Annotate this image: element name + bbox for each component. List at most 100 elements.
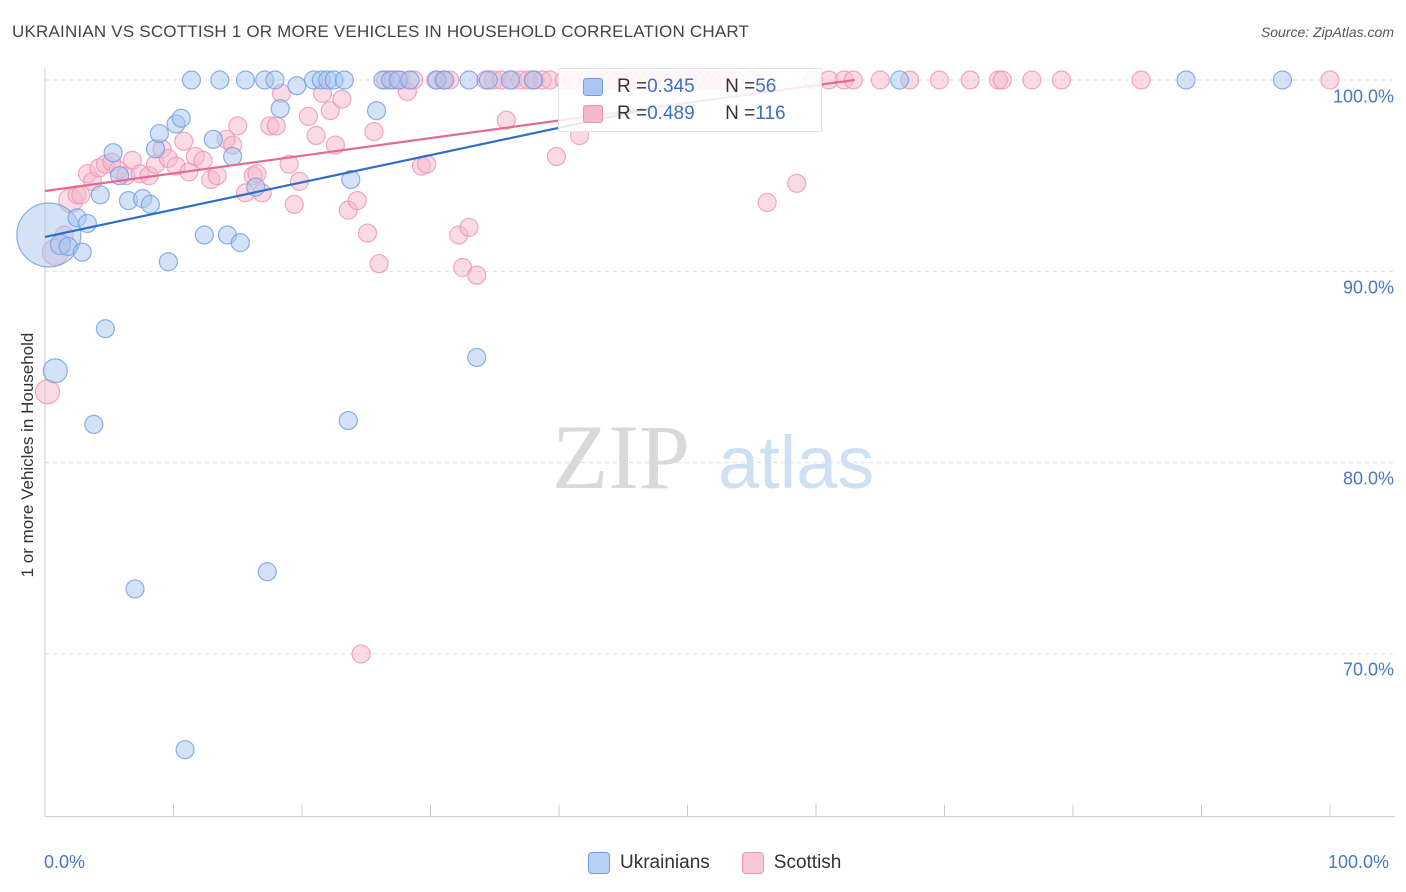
legend-swatch-ukrainians	[588, 852, 610, 874]
ukrainian-point	[523, 70, 543, 90]
ukrainian-point	[175, 740, 195, 760]
scottish-point	[284, 194, 304, 214]
x-tick-label-max: 100.0%	[1328, 852, 1390, 872]
scottish-point	[992, 70, 1012, 90]
scottish-point	[757, 192, 777, 213]
ukrainian-point	[72, 242, 92, 262]
scottish-point	[364, 122, 384, 142]
legend-r-value: 0.489	[647, 103, 695, 124]
legend-row-ukrainians: R = 0.345 N = 56	[583, 75, 776, 99]
watermark: ZIP atlas	[552, 406, 874, 508]
scottish-point	[1051, 70, 1072, 90]
legend-n-label: N =	[725, 76, 756, 97]
legend-r-label: R =	[617, 76, 648, 97]
ukrainian-point	[42, 358, 68, 384]
ukrainian-point	[400, 70, 420, 90]
scottish-point	[1131, 70, 1151, 90]
scottish-point	[787, 173, 807, 193]
stats-legend: R = 0.345 N = 56 R = 0.489 N = 116	[558, 68, 822, 132]
scottish-point	[347, 190, 367, 211]
scottish-point	[228, 116, 248, 136]
ukrainian-trend-line	[44, 107, 650, 238]
scottish-point	[1320, 70, 1340, 90]
scottish-point	[279, 154, 299, 174]
scottish-point	[306, 125, 326, 146]
scottish-point	[357, 223, 378, 243]
ukrainian-point	[478, 70, 498, 90]
scottish-point	[351, 644, 371, 664]
ukrainian-point	[223, 146, 243, 167]
ukrainian-point	[181, 70, 202, 90]
y-tick-label: 100.0%	[1332, 86, 1394, 107]
ukrainian-point	[90, 185, 110, 205]
ukrainian-point	[230, 233, 250, 253]
scottish-point	[369, 254, 389, 274]
ukrainian-point	[210, 70, 230, 90]
ukrainian-point	[158, 252, 178, 272]
grid-lines	[45, 79, 1395, 655]
scottish-point	[496, 110, 516, 130]
ukrainian-point	[125, 579, 145, 599]
ukrainian-point	[467, 347, 487, 368]
x-tick-label-min: 0.0%	[44, 852, 86, 872]
ukrainian-point	[140, 194, 160, 214]
scottish-point	[1022, 70, 1042, 90]
scottish-point	[174, 131, 194, 151]
watermark-zip: ZIP	[552, 406, 690, 508]
ukrainian-point	[265, 70, 285, 90]
legend-item-scottish[interactable]: Scottish	[741, 852, 842, 874]
legend-r-value: 0.345	[647, 76, 695, 97]
chart-title: UKRAINIAN VS SCOTTISH 1 OR MORE VEHICLES…	[12, 22, 750, 41]
y-tick-label: 90.0%	[1342, 277, 1394, 298]
ukrainian-point	[203, 129, 223, 149]
scottish-point	[266, 116, 286, 136]
legend-label-scottish: Scottish	[773, 852, 842, 873]
scottish-point	[34, 379, 61, 405]
ukrainian-point	[1272, 70, 1293, 90]
ukrainian-point	[235, 70, 256, 90]
ukrainian-point	[889, 70, 910, 90]
ukrainian-point	[84, 414, 104, 434]
axes	[44, 68, 1395, 818]
y-tick-label: 70.0%	[1342, 659, 1394, 680]
ukrainian-point	[95, 319, 115, 339]
scottish-point	[332, 89, 352, 109]
legend-item-ukrainians[interactable]: Ukrainians	[588, 852, 710, 874]
scottish-point	[193, 150, 213, 170]
scottish-point	[207, 166, 227, 186]
ukrainian-point	[149, 123, 169, 144]
watermark-atlas: atlas	[718, 421, 874, 504]
legend-n-value: 56	[755, 76, 777, 97]
ukrainian-point	[338, 410, 358, 431]
ukrainian-point	[500, 70, 520, 90]
scottish-point	[929, 70, 949, 90]
ukrainian-point	[435, 70, 455, 90]
ukrainian-point	[257, 562, 277, 582]
ukrainian-point	[194, 225, 214, 245]
scottish-point	[870, 70, 890, 90]
ukrainian-point	[270, 99, 290, 119]
ukrainian-point	[287, 76, 307, 96]
legend-swatch-scottish	[583, 105, 603, 123]
ukrainian-point	[103, 143, 123, 163]
series-legend: Ukrainians Scottish	[588, 852, 873, 874]
ukrainian-point	[341, 169, 361, 190]
ukrainian-point	[334, 70, 355, 90]
legend-r-label: R =	[617, 103, 648, 124]
scottish-point	[298, 106, 319, 126]
legend-label-ukrainians: Ukrainians	[620, 852, 710, 873]
ukrainian-points	[16, 70, 1293, 760]
ukrainian-point	[171, 108, 191, 128]
legend-swatch-ukrainians	[583, 78, 603, 96]
legend-n-value: 116	[755, 103, 786, 124]
ukrainian-point	[459, 70, 479, 90]
ukrainian-point	[1176, 70, 1196, 90]
ukrainian-point	[366, 101, 387, 121]
legend-n-label: N =	[725, 103, 756, 124]
y-axis-title: 1 or more Vehicles in Household	[18, 332, 37, 578]
scottish-point	[320, 101, 340, 121]
y-tick-label: 80.0%	[1342, 468, 1394, 489]
legend-swatch-scottish	[741, 852, 764, 874]
source-credit: Source: ZipAtlas.com	[1260, 24, 1394, 40]
